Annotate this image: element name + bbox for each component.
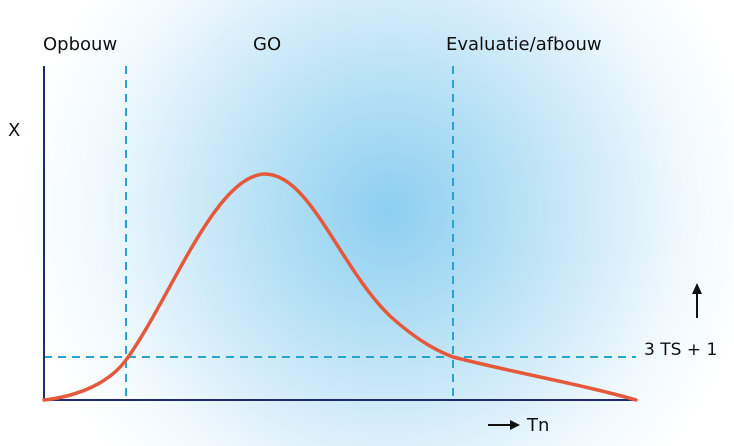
right-arrow-icon bbox=[488, 420, 520, 430]
phase-label-eval: Evaluatie/afbouw bbox=[446, 34, 602, 55]
x-axis-label: Tn bbox=[526, 415, 549, 436]
threshold-label: 3 TS + 1 bbox=[644, 340, 717, 360]
y-axis-label: X bbox=[8, 120, 20, 141]
response-curve bbox=[42, 172, 638, 402]
phase-label-build: Opbouw bbox=[43, 34, 117, 55]
up-arrow-icon bbox=[692, 283, 702, 318]
phase-label-go: GO bbox=[253, 34, 281, 55]
